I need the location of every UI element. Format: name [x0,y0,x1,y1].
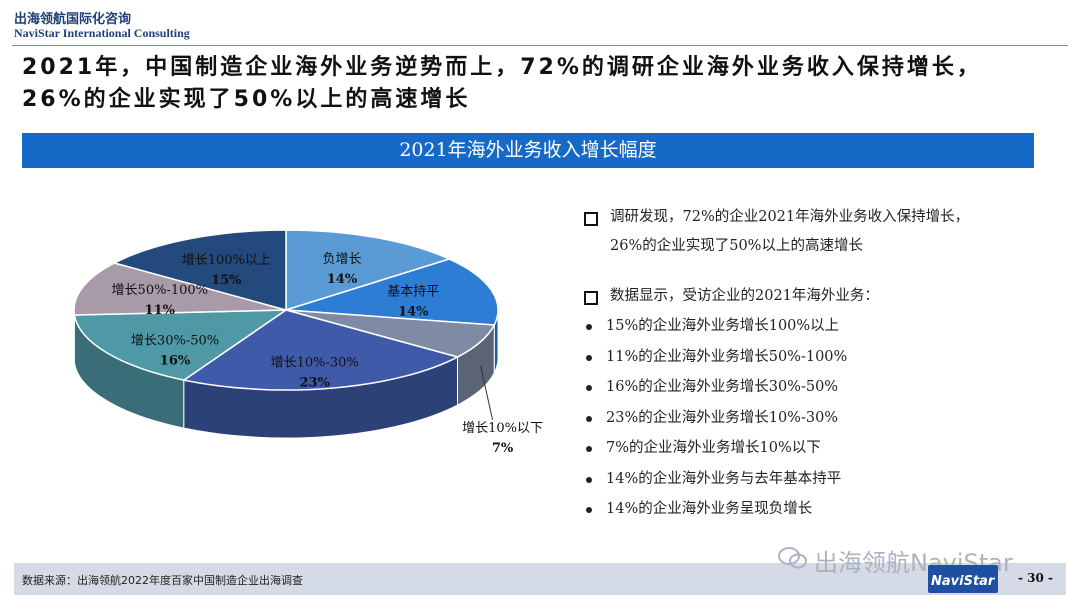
pie-labels: 负增长 14% 基本持平 14% 增长10%以下 7% 增长10%-30% 23% 增长30%-… [112,252,543,456]
bullet-dot-icon [586,446,592,452]
square-bullet-icon [584,291,598,305]
pie-slice-value: 11% [145,303,176,318]
data-source-note: 数据来源：出海领航2022年度百家中国制造企业出海调查 [22,574,303,587]
page-headline: 2021年，中国制造企业海外业务逆势而上，72%的调研企业海外业务收入保持增长，… [22,52,1072,116]
list-item-text: 23%的企业海外业务增长10%-30% [606,409,839,426]
headline-line-1: 2021年，中国制造企业海外业务逆势而上，72%的调研企业海外业务收入保持增长， [22,55,982,80]
bullet-dot-icon [586,415,592,422]
finding-2-line: 数据显示，受访企业的2021年海外业务： [610,288,879,304]
bullet-dot-icon [586,476,592,483]
pie-leader-line [480,365,494,420]
navistar-logo [928,565,998,593]
list-item: 14%的企业海外业务与去年基本持平 [582,464,1062,495]
footer-bar [14,563,1066,595]
square-bullet-icon [584,212,598,226]
bullet-dot-icon [586,385,592,391]
pie-leader-lines [480,365,494,420]
pie-slice-label: 负增长 [322,252,361,267]
pie-slice-value: 23% [299,375,330,390]
findings-panel: 调研发现，72%的企业2021年海外业务收入保持增长， 26%的企业实现了50%… [582,203,1062,525]
finding-1-line-2: 26%的企业实现了50%以上的高速增长 [610,238,863,254]
pie-slice-label: 基本持平 [387,285,439,300]
finding-1-line-1: 调研发现，72%的企业2021年海外业务收入保持增长， [610,209,970,225]
brand-name-en: NaviStar International Consulting [14,26,190,40]
list-item: 23%的企业海外业务增长10%-30% [582,403,1062,434]
finding-paragraph-2: 数据显示，受访企业的2021年海外业务： [582,282,1062,311]
pie-slice-label: 增长10%-30% [271,355,359,370]
pie-slice [73,309,289,381]
bullet-dot-icon [586,507,592,513]
pie-slice-value: 7% [492,441,514,456]
pie-slice-label: 增长50%-100% [112,283,208,298]
pie-slice-value: 14% [327,272,358,287]
pie-slice-value: 15% [211,273,242,288]
chart-title-banner: 2021年海外业务收入增长幅度 [22,133,1034,168]
pie-slice [112,229,287,311]
list-item-text: 14%的企业海外业务与去年基本持平 [606,470,842,487]
list-item: 11%的企业海外业务增长50%-100% [582,342,1062,373]
list-item: 15%的企业海外业务增长100%以上 [582,311,1062,342]
pie-slice-value: 16% [160,354,191,369]
pie-top-faces [73,229,499,391]
list-item-text: 16%的企业海外业务增长30%-50% [606,379,839,395]
list-item: 14%的企业海外业务呈现负增长 [582,494,1062,525]
list-item: 16%的企业海外业务增长30%-50% [582,372,1062,403]
list-item-text: 14%的企业海外业务呈现负增长 [606,501,813,517]
navistar-logo-text: NaviStar [931,574,995,589]
pie-slice [73,262,287,316]
list-item-text: 11%的企业海外业务增长50%-100% [606,348,848,365]
finding-paragraph-1: 调研发现，72%的企业2021年海外业务收入保持增长， 26%的企业实现了50%… [582,203,1062,261]
bullet-dot-icon [586,324,592,330]
list-item-text: 7%的企业海外业务增长10%以下 [606,440,821,456]
pie-slice-label: 增长10%以下 [462,421,543,436]
pie-slice-label: 增长30%-50% [131,334,219,349]
header-divider [12,45,1068,46]
pie-chart: 负增长 14% 基本持平 14% 增长10%以下 7% 增长10%-30% 23% 增长30%-… [73,229,543,456]
wechat-icon [778,547,807,569]
pie-slice [181,309,460,391]
pie-slice [285,229,452,312]
pie-slice-value: 14% [398,305,429,320]
headline-line-2: 26%的企业实现了50%以上的高速增长 [22,87,471,112]
bullet-dot-icon [586,354,592,361]
pie-side-walls [73,309,499,439]
list-item: 7%的企业海外业务增长10%以下 [582,433,1062,464]
page-number: - 30 - [1018,571,1054,585]
pie-slice [285,258,499,326]
pie-slice-label: 增长100%以上 [182,253,271,268]
list-item-text: 15%的企业海外业务增长100%以上 [606,318,840,334]
brand-name-cn: 出海领航国际化咨询 [14,12,132,27]
